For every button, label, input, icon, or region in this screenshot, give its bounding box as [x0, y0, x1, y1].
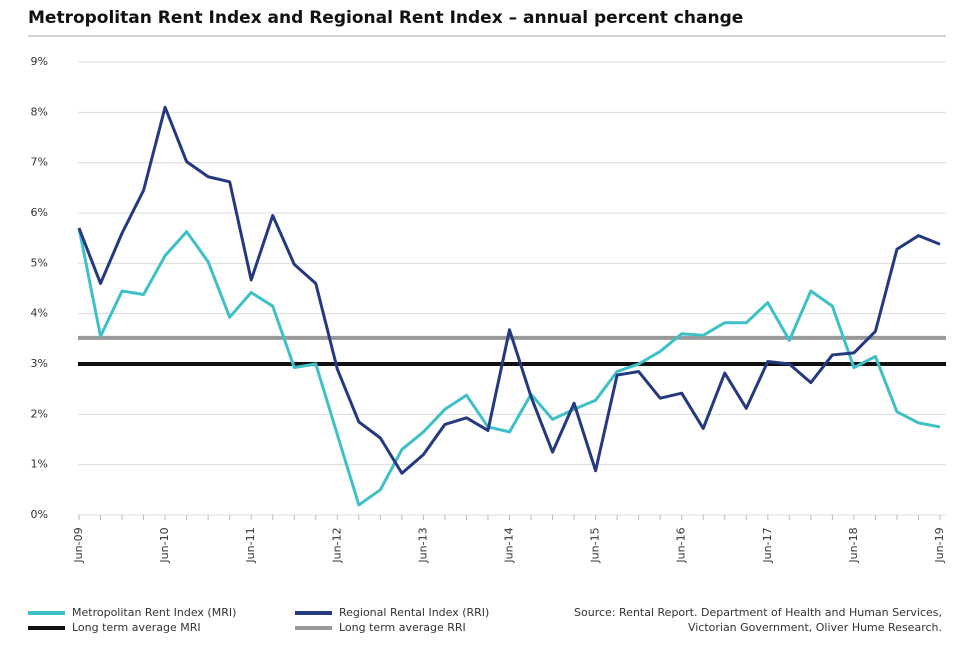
y-tick-label: 0% [31, 508, 48, 521]
x-tick-label: Jun-19 [933, 527, 946, 563]
series-line [77, 227, 941, 507]
y-tick-label: 8% [31, 105, 48, 118]
source-text: Source: Rental Report. Department of Hea… [574, 606, 942, 619]
x-tick-label: Jun-12 [330, 527, 343, 563]
x-tick-label: Jun-09 [72, 527, 85, 563]
legend-label: Metropolitan Rent Index (MRI) [72, 606, 236, 619]
x-tick-label: Jun-17 [761, 527, 774, 563]
y-tick-label: 7% [31, 156, 48, 169]
y-tick-label: 3% [31, 357, 48, 370]
legend-label: Regional Rental Index (RRI) [339, 606, 489, 619]
source-text: Victorian Government, Oliver Hume Resear… [688, 621, 942, 634]
y-tick-label: 6% [31, 206, 48, 219]
x-tick-label: Jun-13 [416, 527, 429, 563]
x-tick-label: Jun-10 [158, 527, 171, 563]
x-tick-label: Jun-18 [847, 527, 860, 563]
x-tick-label: Jun-16 [675, 527, 688, 563]
legend-label: Long term average MRI [72, 621, 201, 634]
x-tick-label: Jun-11 [244, 527, 257, 563]
series-line [77, 105, 941, 475]
legend-label: Long term average RRI [339, 621, 466, 634]
x-tick-label: Jun-14 [503, 527, 516, 563]
y-tick-label: 9% [31, 55, 48, 68]
y-tick-label: 4% [31, 307, 48, 320]
y-tick-label: 5% [31, 256, 48, 269]
chart-title: Metropolitan Rent Index and Regional Ren… [28, 8, 743, 28]
y-tick-label: 1% [31, 458, 48, 471]
y-tick-label: 2% [31, 407, 48, 420]
x-tick-label: Jun-15 [589, 527, 602, 563]
